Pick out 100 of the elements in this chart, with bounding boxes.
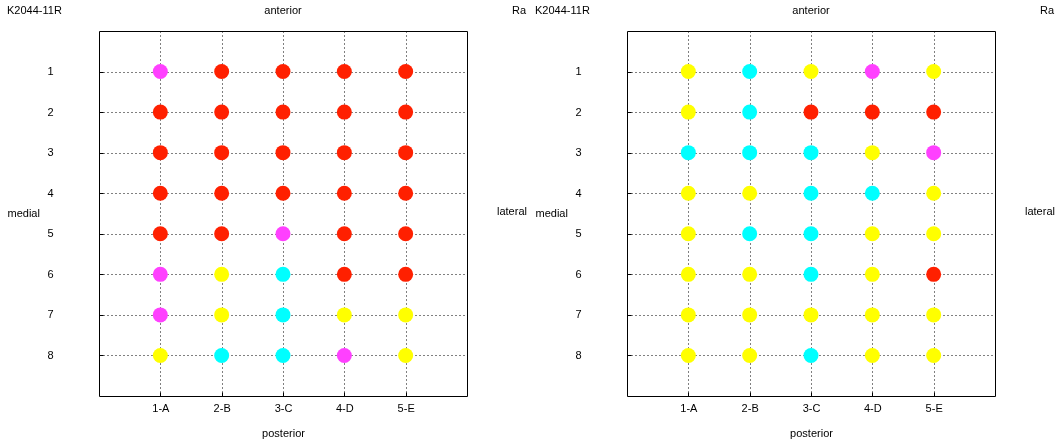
y2-axis-title: lateral bbox=[1025, 204, 1055, 217]
point bbox=[926, 266, 942, 282]
point bbox=[742, 64, 758, 80]
point bbox=[214, 307, 230, 323]
point bbox=[336, 185, 352, 201]
x-tick-label: 1-A bbox=[680, 401, 699, 414]
point bbox=[152, 266, 168, 282]
point bbox=[864, 185, 880, 201]
x-axis-title: posterior bbox=[790, 426, 834, 439]
point bbox=[336, 226, 352, 242]
point bbox=[803, 347, 819, 363]
point bbox=[275, 307, 291, 323]
point bbox=[803, 307, 819, 323]
y-tick-label: 8 bbox=[47, 348, 54, 361]
point bbox=[926, 307, 942, 323]
point bbox=[926, 145, 942, 161]
point bbox=[152, 185, 168, 201]
point bbox=[742, 145, 758, 161]
x-tick-label: 4-D bbox=[863, 401, 882, 414]
point bbox=[275, 64, 291, 80]
y-axis-title: medial bbox=[7, 207, 40, 219]
point bbox=[336, 307, 352, 323]
point bbox=[336, 104, 352, 120]
point bbox=[275, 226, 291, 242]
y2-axis-title: lateral bbox=[497, 204, 527, 217]
point bbox=[336, 266, 352, 282]
chart-title: anterior bbox=[264, 4, 302, 16]
point bbox=[864, 226, 880, 242]
point bbox=[803, 104, 819, 120]
point bbox=[275, 145, 291, 161]
chart-title: anterior bbox=[792, 4, 830, 16]
point bbox=[742, 347, 758, 363]
point bbox=[275, 347, 291, 363]
x-tick-label: 2-B bbox=[741, 401, 759, 414]
x-tick-label: 4-D bbox=[335, 401, 354, 414]
point bbox=[152, 226, 168, 242]
point bbox=[926, 226, 942, 242]
y-tick-label: 5 bbox=[47, 227, 54, 240]
x-tick-label: 2-B bbox=[213, 401, 231, 414]
point bbox=[680, 185, 696, 201]
y-tick-label: 4 bbox=[47, 186, 54, 199]
y-tick-label: 1 bbox=[575, 65, 582, 78]
point bbox=[680, 64, 696, 80]
point bbox=[398, 185, 414, 201]
point bbox=[803, 185, 819, 201]
point bbox=[742, 266, 758, 282]
point bbox=[275, 266, 291, 282]
point bbox=[864, 64, 880, 80]
point bbox=[275, 185, 291, 201]
point bbox=[742, 185, 758, 201]
x-axis-title: posterior bbox=[262, 426, 306, 439]
point bbox=[152, 104, 168, 120]
point bbox=[336, 145, 352, 161]
point bbox=[398, 64, 414, 80]
y-tick-label: 3 bbox=[47, 146, 54, 159]
text: Ra bbox=[512, 4, 527, 16]
point bbox=[926, 104, 942, 120]
y-tick-label: 4 bbox=[575, 186, 582, 199]
point bbox=[680, 266, 696, 282]
point bbox=[398, 104, 414, 120]
x-tick-label: 1-A bbox=[152, 401, 171, 414]
point bbox=[214, 226, 230, 242]
point bbox=[864, 104, 880, 120]
y-tick-label: 1 bbox=[47, 65, 54, 78]
point bbox=[398, 347, 414, 363]
point bbox=[926, 347, 942, 363]
point bbox=[275, 104, 291, 120]
y-tick-label: 8 bbox=[575, 348, 582, 361]
text: K2044-11R bbox=[535, 4, 590, 16]
y-tick-label: 6 bbox=[575, 267, 582, 280]
point bbox=[214, 104, 230, 120]
point bbox=[926, 185, 942, 201]
point bbox=[214, 347, 230, 363]
x-tick-label: 5-E bbox=[397, 401, 415, 414]
point bbox=[152, 347, 168, 363]
point bbox=[803, 64, 819, 80]
point bbox=[680, 347, 696, 363]
point bbox=[398, 145, 414, 161]
point bbox=[864, 307, 880, 323]
y-tick-label: 2 bbox=[47, 105, 54, 118]
point bbox=[214, 266, 230, 282]
point bbox=[803, 226, 819, 242]
point bbox=[152, 307, 168, 323]
point bbox=[803, 266, 819, 282]
text: Ra bbox=[1040, 4, 1055, 16]
point bbox=[742, 104, 758, 120]
y-tick-label: 3 bbox=[575, 146, 582, 159]
point bbox=[152, 145, 168, 161]
point bbox=[214, 64, 230, 80]
y-tick-label: 5 bbox=[575, 227, 582, 240]
text: K2044-11R bbox=[7, 4, 62, 16]
point bbox=[398, 307, 414, 323]
point bbox=[680, 226, 696, 242]
point bbox=[680, 307, 696, 323]
point bbox=[864, 145, 880, 161]
point bbox=[742, 307, 758, 323]
point bbox=[336, 64, 352, 80]
point bbox=[336, 347, 352, 363]
y-tick-label: 6 bbox=[47, 267, 54, 280]
point bbox=[214, 185, 230, 201]
